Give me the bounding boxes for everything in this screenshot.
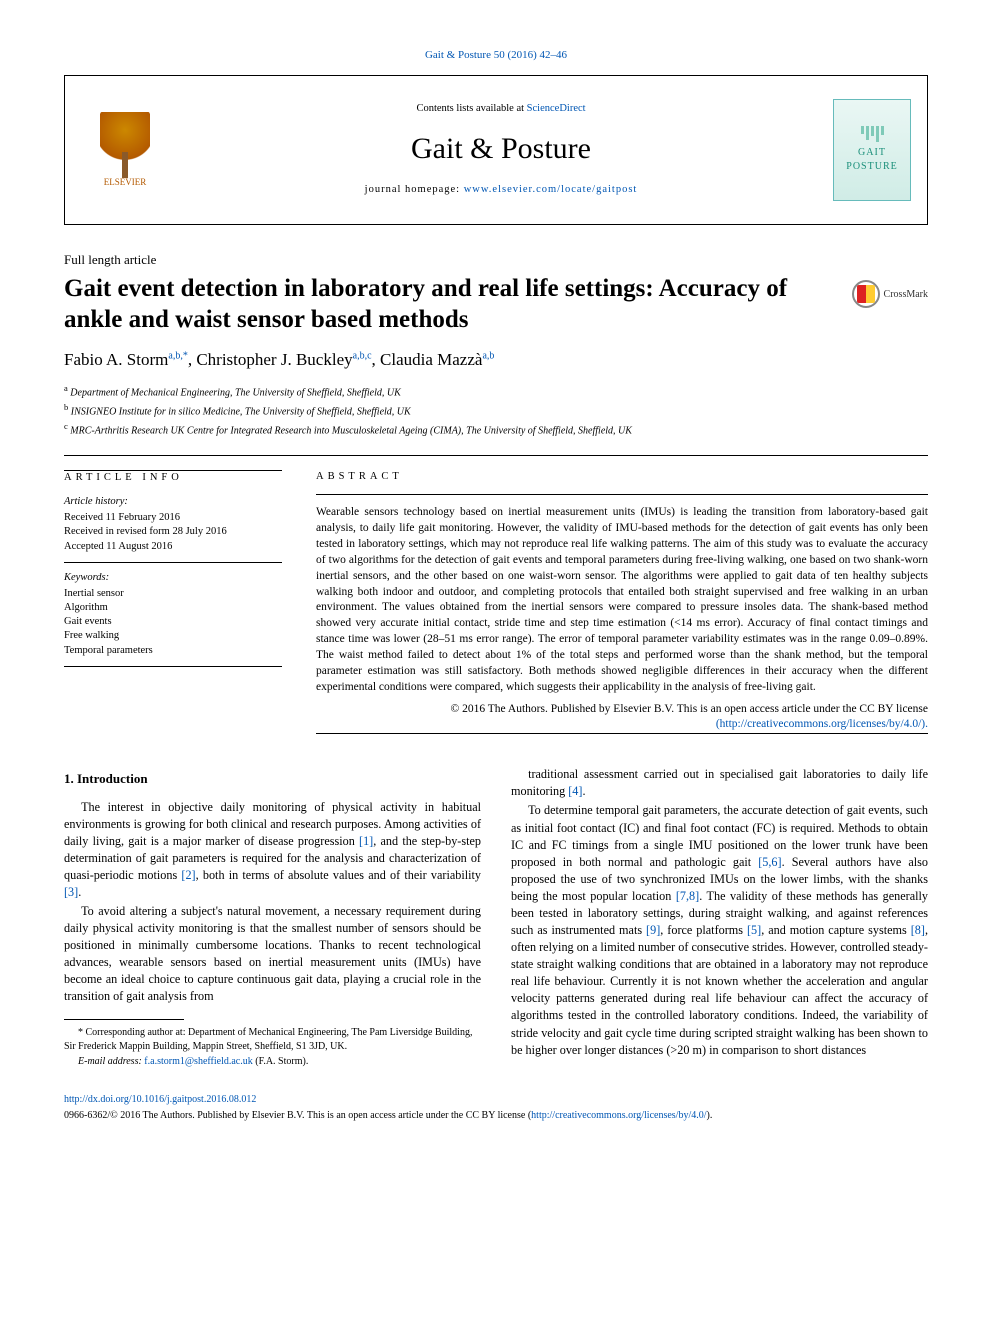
email-footnote: E-mail address: f.a.storm1@sheffield.ac.… xyxy=(64,1055,481,1069)
author-2: Christopher J. Buckleya,b,c xyxy=(196,350,371,369)
history-line-2: Received in revised form 28 July 2016 xyxy=(64,525,282,539)
ref-5[interactable]: [5] xyxy=(747,923,761,937)
contents-prefix: Contents lists available at xyxy=(416,103,526,114)
running-head-link[interactable]: Gait & Posture 50 (2016) 42–46 xyxy=(425,49,567,61)
journal-cover-cell: GAIT POSTURE xyxy=(817,76,927,224)
footnote-separator xyxy=(64,1019,184,1020)
running-head: Gait & Posture 50 (2016) 42–46 xyxy=(64,48,928,63)
ref-9[interactable]: [9] xyxy=(646,923,660,937)
issn-copyright-line: 0966-6362/© 2016 The Authors. Published … xyxy=(64,1109,928,1123)
copyright-line: © 2016 The Authors. Published by Elsevie… xyxy=(450,703,928,715)
issn-suffix: ). xyxy=(707,1110,713,1121)
issn-prefix: 0966-6362/© 2016 The Authors. Published … xyxy=(64,1110,531,1121)
abstract-text: Wearable sensors technology based on ine… xyxy=(316,505,928,695)
author-line: Fabio A. Storma,b,*, Christopher J. Buck… xyxy=(64,349,928,372)
keyword-3: Gait events xyxy=(64,615,282,629)
affiliations: a Department of Mechanical Engineering, … xyxy=(64,382,928,438)
author-1-marks: a,b,* xyxy=(168,351,187,362)
affiliation-b: b INSIGNEO Institute for in silico Medic… xyxy=(64,401,928,420)
cover-word-gait: GAIT xyxy=(858,146,886,160)
sciencedirect-link[interactable]: ScienceDirect xyxy=(527,103,586,114)
affiliation-a: a Department of Mechanical Engineering, … xyxy=(64,382,928,401)
journal-header-center: Contents lists available at ScienceDirec… xyxy=(185,76,817,224)
ref-1[interactable]: [1] xyxy=(359,834,373,848)
body-p4: To determine temporal gait parameters, t… xyxy=(511,802,928,1058)
abstract-column: ABSTRACT Wearable sensors technology bas… xyxy=(316,470,928,745)
cover-bars-icon xyxy=(861,126,884,142)
history-line-3: Accepted 11 August 2016 xyxy=(64,540,282,554)
body-p3: traditional assessment carried out in sp… xyxy=(511,766,928,800)
meta-row: ARTICLE INFO Article history: Received 1… xyxy=(64,455,928,745)
publisher-logo-cell: ELSEVIER xyxy=(65,76,185,224)
author-1: Fabio A. Storma,b,* xyxy=(64,350,188,369)
author-3-marks: a,b xyxy=(482,351,494,362)
author-3-name: Claudia Mazzà xyxy=(380,350,482,369)
body-p2: To avoid altering a subject's natural mo… xyxy=(64,903,481,1005)
footer-license-link[interactable]: http://creativecommons.org/licenses/by/4… xyxy=(531,1110,706,1121)
body-p1: The interest in objective daily monitori… xyxy=(64,799,481,901)
crossmark-icon xyxy=(852,280,880,308)
keywords-head: Keywords: xyxy=(64,571,282,585)
keyword-4: Free walking xyxy=(64,629,282,643)
ref-3[interactable]: [3] xyxy=(64,885,78,899)
elsevier-tree-icon xyxy=(100,112,150,172)
cover-word-posture: POSTURE xyxy=(846,160,897,174)
keyword-1: Inertial sensor xyxy=(64,587,282,601)
corresponding-author-footnote: * Corresponding author at: Department of… xyxy=(64,1026,481,1053)
abstract-head: ABSTRACT xyxy=(316,470,928,484)
body-columns: 1. Introduction The interest in objectiv… xyxy=(64,766,928,1071)
abstract-rule xyxy=(316,494,928,495)
homepage-prefix: journal homepage: xyxy=(365,184,464,195)
abstract-rule-bottom xyxy=(316,733,928,734)
keyword-2: Algorithm xyxy=(64,601,282,615)
page-footer: http://dx.doi.org/10.1016/j.gaitpost.201… xyxy=(64,1093,928,1123)
section-1-head: 1. Introduction xyxy=(64,770,481,788)
keywords-block: Keywords: Inertial sensor Algorithm Gait… xyxy=(64,571,282,667)
page-root: Gait & Posture 50 (2016) 42–46 ELSEVIER … xyxy=(0,0,992,1163)
article-history-block: Article history: Received 11 February 20… xyxy=(64,495,282,563)
author-1-name: Fabio A. Storm xyxy=(64,350,168,369)
abstract-copyright: © 2016 The Authors. Published by Elsevie… xyxy=(316,702,928,734)
article-title: Gait event detection in laboratory and r… xyxy=(64,274,836,335)
ref-5-6[interactable]: [5,6] xyxy=(758,855,781,869)
doi-link[interactable]: http://dx.doi.org/10.1016/j.gaitpost.201… xyxy=(64,1094,256,1105)
homepage-line: journal homepage: www.elsevier.com/locat… xyxy=(365,183,638,197)
history-line-1: Received 11 February 2016 xyxy=(64,511,282,525)
journal-header-box: ELSEVIER Contents lists available at Sci… xyxy=(64,75,928,225)
ref-8[interactable]: [8] xyxy=(911,923,925,937)
author-2-marks: a,b,c xyxy=(353,351,372,362)
title-row: Gait event detection in laboratory and r… xyxy=(64,274,928,335)
journal-cover-thumb: GAIT POSTURE xyxy=(833,99,911,201)
journal-homepage-link[interactable]: www.elsevier.com/locate/gaitpost xyxy=(464,184,638,195)
history-head: Article history: xyxy=(64,495,282,509)
article-info-head: ARTICLE INFO xyxy=(64,471,282,485)
elsevier-logo: ELSEVIER xyxy=(100,112,150,188)
author-2-name: Christopher J. Buckley xyxy=(196,350,352,369)
journal-name: Gait & Posture xyxy=(411,129,591,170)
ref-4[interactable]: [4] xyxy=(568,784,582,798)
keyword-5: Temporal parameters xyxy=(64,644,282,658)
author-3: Claudia Mazzàa,b xyxy=(380,350,494,369)
ref-7-8[interactable]: [7,8] xyxy=(676,889,699,903)
article-type-label: Full length article xyxy=(64,251,928,269)
contents-line: Contents lists available at ScienceDirec… xyxy=(416,102,585,116)
affiliation-c: c MRC-Arthritis Research UK Centre for I… xyxy=(64,420,928,439)
author-email-link[interactable]: f.a.storm1@sheffield.ac.uk xyxy=(144,1056,252,1067)
crossmark-label: CrossMark xyxy=(884,288,928,302)
ref-2[interactable]: [2] xyxy=(181,868,195,882)
crossmark-widget[interactable]: CrossMark xyxy=(852,280,928,308)
license-link[interactable]: (http://creativecommons.org/licenses/by/… xyxy=(716,718,928,730)
article-info-column: ARTICLE INFO Article history: Received 1… xyxy=(64,470,282,745)
